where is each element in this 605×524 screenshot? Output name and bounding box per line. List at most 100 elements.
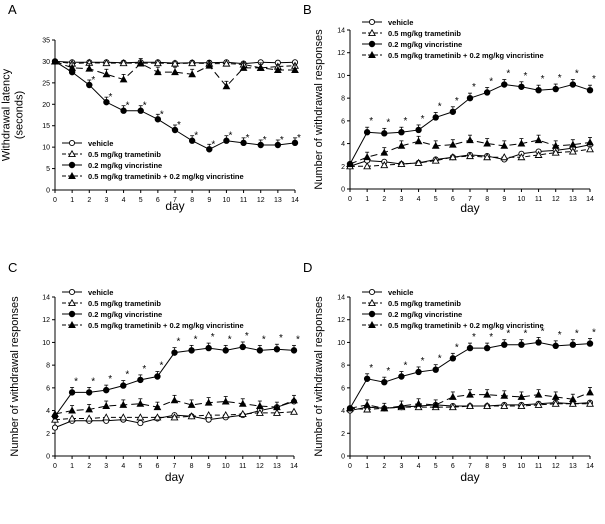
data-point [500,141,509,149]
significance-star: * [438,101,442,112]
data-point [414,137,423,145]
data-point [291,139,299,147]
legend-label: 0.5 mg/kg trametinib [388,299,461,308]
data-point [466,151,474,160]
y-tick-label: 0 [341,187,345,194]
significance-star: * [489,332,493,343]
y-tick-label: 10 [42,145,50,152]
data-point [188,70,197,78]
data-point [238,409,247,417]
data-point [517,153,526,161]
data-point [221,397,230,405]
x-tick-label: 7 [468,196,472,203]
data-point [170,396,179,404]
significance-star: * [592,74,596,85]
legend-swatch-marker [368,310,376,318]
data-point [586,145,594,153]
significance-star: * [74,376,78,387]
legend-label: 0.2 mg/kg vincristine [388,40,462,49]
x-tick-label: 9 [502,463,506,470]
significance-star: * [126,101,130,112]
data-point [363,162,372,170]
legend-label: 0.5 mg/kg trametinib + 0.2 mg/kg vincris… [88,172,244,181]
data-point [137,420,144,427]
significance-star: * [108,92,112,103]
data-point [136,59,145,67]
data-point [568,399,577,407]
data-point [448,403,457,411]
legend-swatch-marker [68,139,76,147]
significance-star: * [297,133,301,144]
data-point [381,378,388,386]
x-tick-label: 14 [586,463,594,470]
data-point [272,408,281,416]
y-axis-label: Number of withdrawal responses [9,296,21,457]
legend-label: 0.2 mg/kg vincristine [388,310,462,319]
significance-star: * [506,329,510,340]
significance-star: * [421,114,425,125]
x-tick-label: 13 [569,196,577,203]
x-axis-label: day [460,470,479,484]
y-tick-label: 8 [46,363,50,370]
data-point [414,158,423,166]
x-tick-label: 0 [53,197,57,204]
legend-label: 0.5 mg/kg trametinib [88,299,161,308]
data-point [273,346,281,353]
x-tick-label: 12 [552,196,560,203]
y-tick-label: 12 [42,317,50,324]
x-tick-label: 2 [87,197,91,204]
significance-star: * [91,376,95,387]
data-point [518,83,525,90]
x-tick-label: 5 [138,463,142,470]
y-tick-label: 30 [42,59,50,66]
significance-star: * [262,334,266,345]
y-tick-label: 15 [42,123,50,130]
legend-label: 0.5 mg/kg trametinib [88,150,161,159]
data-point [136,413,145,421]
x-tick-label: 4 [417,463,421,470]
significance-star: * [455,342,459,353]
data-point [171,59,179,67]
legend-swatch-marker [368,28,376,37]
significance-star: * [263,135,267,146]
data-point [483,153,492,161]
significance-star: * [159,361,163,372]
y-tick-label: 2 [46,431,50,438]
data-point [363,400,372,408]
chart-panel-a: A0 1 2 3 4 5 6 7 8 9 10 11 12 13 1405101520253035dayWi… [1,2,302,213]
data-point [466,94,474,102]
x-tick-label: 7 [468,463,472,470]
data-point [535,339,542,346]
data-point [449,355,457,362]
data-point [102,59,111,67]
data-point [68,389,76,396]
data-point [415,368,422,376]
x-tick-label: 5 [139,197,143,204]
significance-star: * [421,356,425,367]
x-tick-label: 7 [173,197,177,204]
data-point [103,98,110,106]
x-tick-label: 13 [569,463,577,470]
x-tick-label: 4 [417,196,421,203]
significance-star: * [125,370,129,381]
data-point [431,156,440,164]
data-point [102,70,111,78]
y-tick-label: 8 [341,96,345,103]
significance-star: * [194,334,198,345]
data-point [569,341,577,348]
data-point [500,153,509,161]
data-point [448,153,457,161]
data-point [290,407,298,415]
significance-star: * [369,116,373,127]
data-point [68,414,77,422]
y-tick-label: 5 [46,166,50,173]
x-tick-label: 6 [156,197,160,204]
y-tick-label: 35 [42,38,50,45]
significance-star: * [91,75,95,86]
significance-star: * [523,71,527,82]
significance-star: * [523,329,527,340]
significance-star: * [280,135,284,146]
significance-star: * [403,116,407,127]
chart-panel-d: D0 1 2 3 4 5 6 7 8 9 10 11 12 13 1402468101214dayNumbe… [303,260,596,484]
